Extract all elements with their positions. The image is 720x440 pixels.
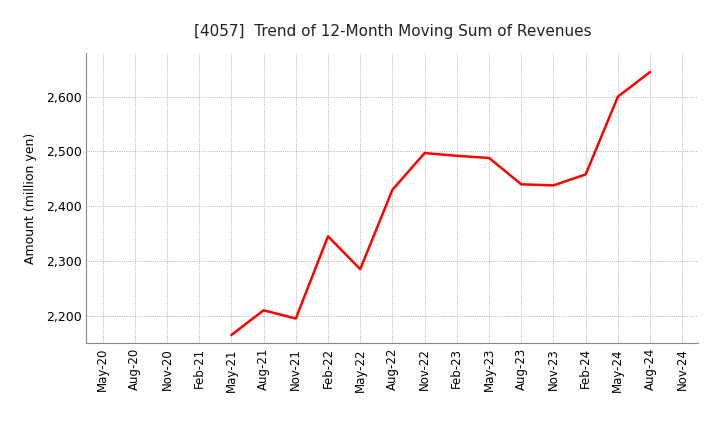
- Title: [4057]  Trend of 12-Month Moving Sum of Revenues: [4057] Trend of 12-Month Moving Sum of R…: [194, 24, 591, 39]
- Y-axis label: Amount (million yen): Amount (million yen): [24, 132, 37, 264]
